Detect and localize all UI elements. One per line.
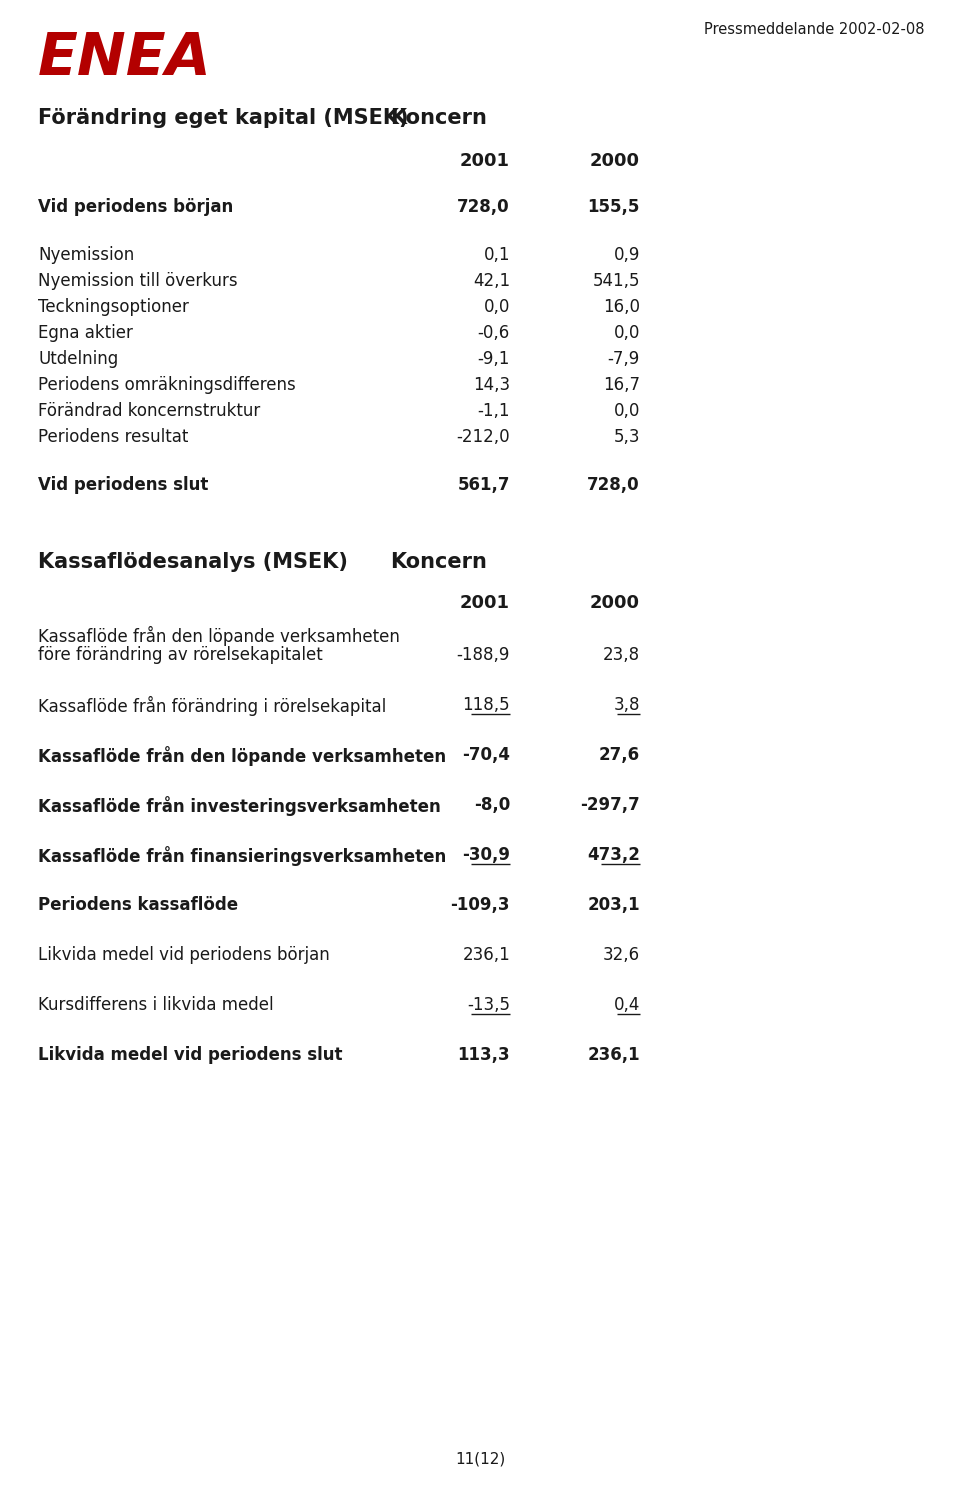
Text: Nyemission: Nyemission [38,246,134,264]
Text: 155,5: 155,5 [588,198,640,216]
Text: 0,9: 0,9 [613,246,640,264]
Text: 0,0: 0,0 [613,324,640,341]
Text: -9,1: -9,1 [478,350,510,368]
Text: 5,3: 5,3 [613,428,640,446]
Text: Nyemission till överkurs: Nyemission till överkurs [38,271,238,291]
Text: 2001: 2001 [460,152,510,170]
Text: 2000: 2000 [590,152,640,170]
Text: 561,7: 561,7 [458,476,510,494]
Text: Förändring eget kapital (MSEK): Förändring eget kapital (MSEK) [38,107,409,128]
Text: Vid periodens slut: Vid periodens slut [38,476,208,494]
Text: 11(12): 11(12) [455,1452,505,1467]
Text: 473,2: 473,2 [588,845,640,863]
Text: -1,1: -1,1 [477,403,510,420]
Text: -297,7: -297,7 [580,796,640,814]
Text: 2000: 2000 [590,593,640,611]
Text: -70,4: -70,4 [462,746,510,763]
Text: Teckningsoptioner: Teckningsoptioner [38,298,189,316]
Text: Kassaflöde från förändring i rörelsekapital: Kassaflöde från förändring i rörelsekapi… [38,696,386,716]
Text: 3,8: 3,8 [613,696,640,714]
Text: 27,6: 27,6 [599,746,640,763]
Text: -188,9: -188,9 [457,646,510,663]
Text: 0,0: 0,0 [484,298,510,316]
Text: Periodens kassaflöde: Periodens kassaflöde [38,896,238,914]
Text: -212,0: -212,0 [456,428,510,446]
Text: Periodens resultat: Periodens resultat [38,428,188,446]
Text: Kursdifferens i likvida medel: Kursdifferens i likvida medel [38,996,274,1014]
Text: före förändring av rörelsekapitalet: före förändring av rörelsekapitalet [38,646,323,663]
Text: Koncern: Koncern [390,552,487,573]
Text: 16,0: 16,0 [603,298,640,316]
Text: Koncern: Koncern [390,107,487,128]
Text: 118,5: 118,5 [463,696,510,714]
Text: Periodens omräkningsdifferens: Periodens omräkningsdifferens [38,376,296,394]
Text: Likvida medel vid periodens början: Likvida medel vid periodens början [38,945,329,965]
Text: -0,6: -0,6 [478,324,510,341]
Text: 0,1: 0,1 [484,246,510,264]
Text: Pressmeddelande 2002-02-08: Pressmeddelande 2002-02-08 [705,22,925,37]
Text: 541,5: 541,5 [592,271,640,291]
Text: Förändrad koncernstruktur: Förändrad koncernstruktur [38,403,260,420]
Text: 23,8: 23,8 [603,646,640,663]
Text: 236,1: 236,1 [588,1047,640,1065]
Text: 14,3: 14,3 [473,376,510,394]
Text: 728,0: 728,0 [457,198,510,216]
Text: 42,1: 42,1 [473,271,510,291]
Text: 728,0: 728,0 [588,476,640,494]
Text: -7,9: -7,9 [608,350,640,368]
Text: Utdelning: Utdelning [38,350,118,368]
Text: Kassaflöde från investeringsverksamheten: Kassaflöde från investeringsverksamheten [38,796,441,816]
Text: 32,6: 32,6 [603,945,640,965]
Text: Kassaflöde från den löpande verksamheten: Kassaflöde från den löpande verksamheten [38,626,400,646]
Text: 113,3: 113,3 [457,1047,510,1065]
Text: Kassaflöde från den löpande verksamheten: Kassaflöde från den löpande verksamheten [38,746,446,766]
Text: Kassaflöde från finansieringsverksamheten: Kassaflöde från finansieringsverksamhete… [38,845,446,866]
Text: 236,1: 236,1 [463,945,510,965]
Text: 0,4: 0,4 [613,996,640,1014]
Text: -109,3: -109,3 [450,896,510,914]
Text: -13,5: -13,5 [467,996,510,1014]
Text: 203,1: 203,1 [588,896,640,914]
Text: Likvida medel vid periodens slut: Likvida medel vid periodens slut [38,1047,343,1065]
Text: 16,7: 16,7 [603,376,640,394]
Text: -8,0: -8,0 [473,796,510,814]
Text: Vid periodens början: Vid periodens början [38,198,233,216]
Text: -30,9: -30,9 [462,845,510,863]
Text: Egna aktier: Egna aktier [38,324,132,341]
Text: ENEA: ENEA [38,30,212,86]
Text: 2001: 2001 [460,593,510,611]
Text: 0,0: 0,0 [613,403,640,420]
Text: Kassaflödesanalys (MSEK): Kassaflödesanalys (MSEK) [38,552,348,573]
